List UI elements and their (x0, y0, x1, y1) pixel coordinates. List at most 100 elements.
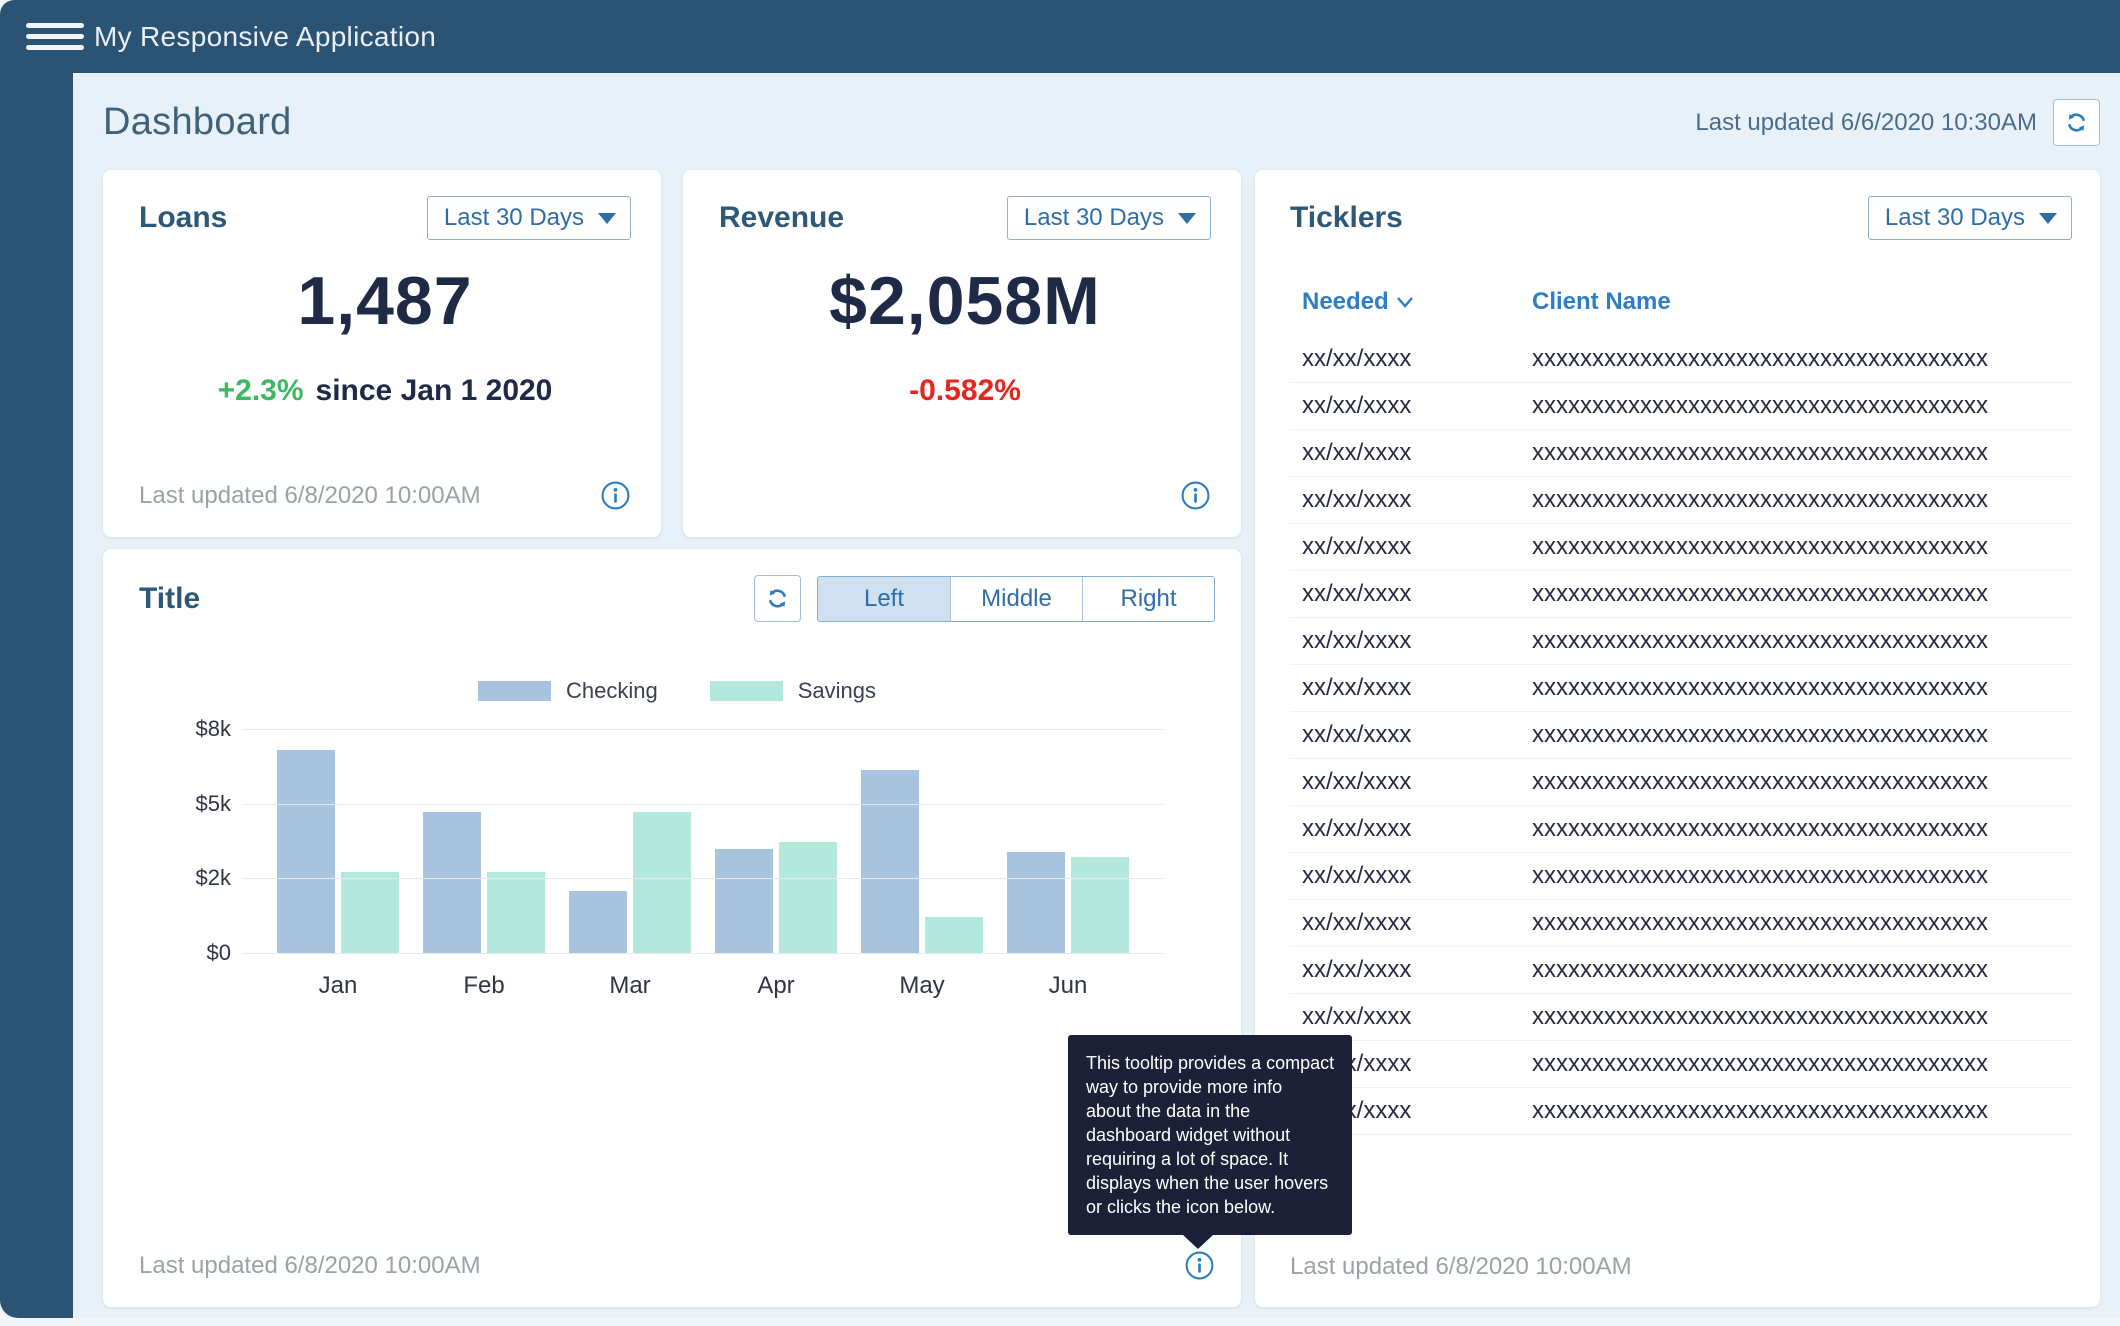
gridline: $2k (196, 865, 1163, 890)
chart-card-footer: Last updated 6/8/2020 10:00AM (139, 1250, 1215, 1281)
column-header-client-name[interactable]: Client Name (1532, 288, 1671, 315)
tickler-client-cell: xxxxxxxxxxxxxxxxxxxxxxxxxxxxxxxxxxxxxx (1532, 1050, 1988, 1077)
refresh-icon (768, 589, 787, 608)
tickler-client-cell: xxxxxxxxxxxxxxxxxxxxxxxxxxxxxxxxxxxxxx (1532, 768, 1988, 795)
bar-checking-jan (277, 750, 335, 954)
legend-swatch (478, 681, 551, 701)
loans-last-updated: Last updated 6/8/2020 10:00AM (139, 481, 481, 509)
chart-refresh-button[interactable] (754, 575, 801, 622)
tickler-client-cell: xxxxxxxxxxxxxxxxxxxxxxxxxxxxxxxxxxxxxx (1532, 815, 1988, 842)
table-row: xx/xx/xxxx xxxxxxxxxxxxxxxxxxxxxxxxxxxxxx… (1290, 759, 2072, 806)
column-header-needed[interactable]: Needed (1302, 288, 1532, 316)
chart-info-button[interactable] (1184, 1250, 1215, 1281)
bar-checking-feb (423, 812, 481, 954)
ticklers-range-value: Last 30 Days (1884, 204, 2025, 231)
table-row: xx/xx/xxxx xxxxxxxxxxxxxxxxxxxxxxxxxxxxxx… (1290, 806, 2072, 853)
loans-delta-percent: +2.3% (217, 374, 304, 407)
sidebar (0, 73, 73, 1318)
chart-plot: $0 $2k $5k $8k (196, 716, 1163, 965)
legend-item-checking: Checking (478, 678, 658, 704)
main-content: Dashboard Last updated 6/6/2020 10:30AM (73, 73, 2120, 1318)
revenue-delta: -0.582% (719, 374, 1211, 408)
tickler-needed-cell: xx/xx/xxxx (1302, 627, 1412, 654)
page-header: Dashboard Last updated 6/6/2020 10:30AM (103, 99, 2100, 146)
table-row: xx/xx/xxxx xxxxxxxxxxxxxxxxxxxxxxxxxxxxxx… (1290, 853, 2072, 900)
bar-group-apr (715, 842, 837, 954)
tickler-client-cell: xxxxxxxxxxxxxxxxxxxxxxxxxxxxxxxxxxxxxx (1532, 392, 1988, 419)
bar-savings-apr (779, 842, 837, 954)
revenue-range-value: Last 30 Days (1023, 204, 1164, 231)
ticklers-card-header: Ticklers Last 30 Days (1290, 196, 2072, 240)
segment-button-left[interactable]: Left (818, 576, 950, 621)
tickler-client-cell: xxxxxxxxxxxxxxxxxxxxxxxxxxxxxxxxxxxxxx (1532, 956, 1988, 983)
tickler-client-cell: xxxxxxxxxxxxxxxxxxxxxxxxxxxxxxxxxxxxxx (1532, 627, 1988, 654)
x-axis-tick-label: Apr (757, 972, 795, 999)
table-row: xx/xx/xxxx xxxxxxxxxxxxxxxxxxxxxxxxxxxxxx… (1290, 383, 2072, 430)
bar-checking-apr (715, 849, 773, 954)
tickler-client-cell: xxxxxxxxxxxxxxxxxxxxxxxxxxxxxxxxxxxxxx (1532, 533, 1988, 560)
segment-button-right[interactable]: Right (1082, 576, 1214, 621)
y-axis-tick-label: $5k (195, 790, 231, 816)
tickler-needed-cell: xx/xx/xxxx (1302, 956, 1412, 983)
loans-range-select[interactable]: Last 30 Days (426, 196, 631, 240)
revenue-range-select[interactable]: Last 30 Days (1006, 196, 1211, 240)
tickler-client-cell: xxxxxxxxxxxxxxxxxxxxxxxxxxxxxxxxxxxxxx (1532, 439, 1988, 466)
page-refresh-button[interactable] (2053, 99, 2100, 146)
chevron-down-icon (1396, 297, 1413, 308)
kpi-row: Loans Last 30 Days 1,487 +2.3% since Jan … (103, 170, 1241, 537)
menu-button[interactable] (26, 23, 84, 50)
tickler-needed-cell: xx/xx/xxxx (1302, 580, 1412, 607)
ticklers-range-select[interactable]: Last 30 Days (1867, 196, 2072, 240)
page-last-updated: Last updated 6/6/2020 10:30AM (1695, 108, 2037, 136)
tickler-needed-cell: xx/xx/xxxx (1302, 1003, 1412, 1030)
y-axis-tick-label: $8k (195, 716, 231, 741)
tickler-client-cell: xxxxxxxxxxxxxxxxxxxxxxxxxxxxxxxxxxxxxx (1532, 486, 1988, 513)
bar-group-jan (277, 750, 399, 954)
revenue-card: Revenue Last 30 Days $2,058M -0.582% (683, 170, 1241, 537)
segmented-control: Left Middle Right (817, 575, 1215, 622)
bar-savings-may (925, 917, 983, 954)
app-body: Dashboard Last updated 6/6/2020 10:30AM (0, 73, 2120, 1318)
tickler-needed-cell: xx/xx/xxxx (1302, 909, 1412, 936)
tickler-needed-cell: xx/xx/xxxx (1302, 815, 1412, 842)
tickler-needed-cell: xx/xx/xxxx (1302, 439, 1412, 466)
left-column: Loans Last 30 Days 1,487 +2.3% since Jan … (103, 170, 1353, 1307)
ticklers-table: Needed Client Name xx/xx/xxxx xxxxxxxxxxx… (1290, 288, 2072, 1135)
loans-info-button[interactable] (600, 480, 631, 511)
bar-savings-jan (341, 872, 399, 954)
gridline: $8k (196, 716, 1163, 741)
info-icon (1185, 1251, 1214, 1280)
table-row: xx/xx/xxxx xxxxxxxxxxxxxxxxxxxxxxxxxxxxxx… (1290, 900, 2072, 947)
loans-delta-note: since Jan 1 2020 (315, 374, 553, 407)
legend-label: Savings (797, 678, 876, 703)
table-row: xx/xx/xxxx xxxxxxxxxxxxxxxxxxxxxxxxxxxxxx… (1290, 712, 2072, 759)
y-axis-tick-label: $2k (195, 865, 231, 891)
bar-savings-feb (487, 872, 545, 954)
x-axis-tick-label: Feb (463, 972, 505, 999)
tickler-client-cell: xxxxxxxxxxxxxxxxxxxxxxxxxxxxxxxxxxxxxx (1532, 862, 1988, 889)
chart-card-header: Title Left Mid (139, 575, 1215, 622)
tickler-client-cell: xxxxxxxxxxxxxxxxxxxxxxxxxxxxxxxxxxxxxx (1532, 580, 1988, 607)
ticklers-card-footer: Last updated 6/8/2020 10:00AM (1290, 1253, 2072, 1281)
chevron-down-icon (598, 212, 616, 224)
revenue-card-title: Revenue (719, 201, 845, 234)
info-icon (601, 481, 630, 510)
x-axis-tick-label: Jan (318, 972, 358, 999)
revenue-info-button[interactable] (1180, 480, 1211, 511)
chevron-down-icon (1178, 212, 1196, 224)
table-row: xx/xx/xxxx xxxxxxxxxxxxxxxxxxxxxxxxxxxxxx… (1290, 524, 2072, 571)
loans-range-value: Last 30 Days (443, 204, 584, 231)
chevron-down-icon (2039, 212, 2057, 224)
bar-checking-mar (569, 891, 627, 954)
chart-controls: Left Middle Right (754, 575, 1215, 622)
loans-card-footer: Last updated 6/8/2020 10:00AM (139, 480, 631, 511)
gridline: $0 (207, 940, 1163, 965)
bar-group-feb (423, 812, 545, 954)
segment-button-middle[interactable]: Middle (950, 576, 1082, 621)
revenue-delta-percent: -0.582% (909, 374, 1021, 407)
chart-card: Title Left Mid (103, 549, 1353, 1307)
ticklers-last-updated: Last updated 6/8/2020 10:00AM (1290, 1253, 1632, 1280)
revenue-value: $2,058M (829, 263, 1101, 339)
ticklers-card: Ticklers Last 30 Days Needed (1255, 170, 2100, 1307)
